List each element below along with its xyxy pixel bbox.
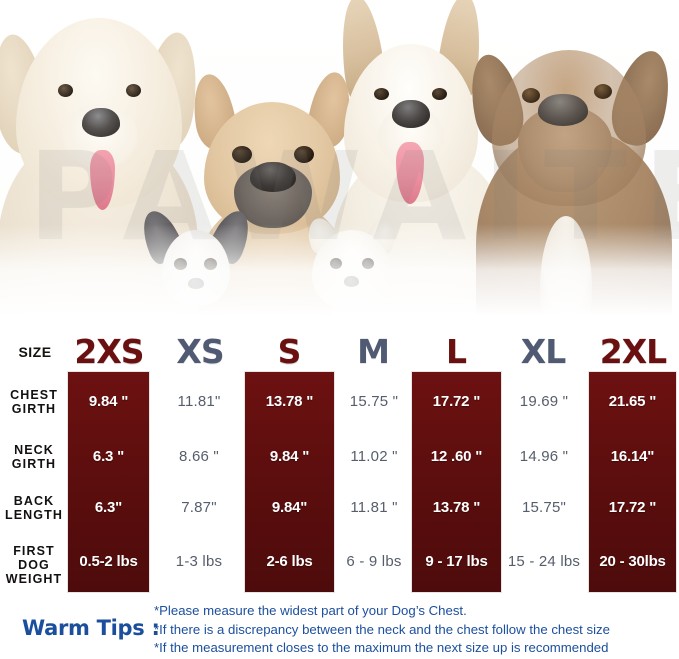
cane-corso-eye-right xyxy=(594,84,612,99)
size-header-2xs: 2XS xyxy=(74,331,144,371)
cane-corso-nose xyxy=(538,94,588,126)
row-label-first-dog-weight-line-2: DOG xyxy=(18,558,50,572)
cell-back-length-xs: 7.87" xyxy=(181,498,217,516)
cell-first-dog-weight-s: 2-6 lbs xyxy=(266,552,313,570)
size-header-xl: XL xyxy=(520,331,566,371)
cell-neck-girth-xs: 8.66 " xyxy=(179,447,219,465)
row-label-back-length-line-2: LENGTH xyxy=(5,508,63,522)
cell-neck-girth-m: 11.02 " xyxy=(350,447,398,465)
golden-retriever-eye-right xyxy=(126,84,141,97)
white-shepherd-eye-right xyxy=(432,88,447,100)
cell-chest-girth-l: 17.72 " xyxy=(432,392,481,410)
warm-tips-section: Warm Tips : *Please measure the widest p… xyxy=(0,600,679,659)
row-label-chest-girth-line-2: GIRTH xyxy=(11,402,57,416)
size-header-m: M xyxy=(357,331,390,371)
cell-back-length-m: 11.81 " xyxy=(350,498,398,516)
row-label-back-length-line-1: BACK xyxy=(13,494,55,508)
cell-neck-girth-2xs: 6.3 " xyxy=(92,447,125,465)
row-label-neck-girth: NECK GIRTH xyxy=(2,431,66,483)
cell-chest-girth-m: 15.75 " xyxy=(349,392,399,410)
french-bulldog-nose xyxy=(250,162,296,192)
dog-group-photo: PAWAITE xyxy=(0,0,679,320)
warm-tips-list: *Please measure the widest part of your … xyxy=(154,602,676,658)
white-shepherd-eye-left xyxy=(374,88,389,100)
cell-chest-girth-2xs: 9.84 " xyxy=(88,392,129,410)
size-header-s: S xyxy=(277,331,302,371)
cell-neck-girth-2xl: 16.14" xyxy=(610,447,655,465)
row-label-first-dog-weight: FIRST DOG WEIGHT xyxy=(2,536,66,594)
row-label-first-dog-weight-line-1: FIRST xyxy=(13,544,55,558)
cell-chest-girth-xl: 19.69 " xyxy=(519,392,569,410)
golden-retriever-nose xyxy=(82,108,120,137)
row-label-neck-girth-line-2: GIRTH xyxy=(11,457,57,471)
size-header-2xl: 2XL xyxy=(599,331,667,371)
cell-neck-girth-l: 12 .60 " xyxy=(430,447,483,465)
cane-corso-eye-left xyxy=(522,88,540,103)
cell-neck-girth-xl: 14.96 " xyxy=(519,447,569,465)
row-label-first-dog-weight-line-3: WEIGHT xyxy=(5,572,63,586)
cell-first-dog-weight-xl: 15 - 24 lbs xyxy=(507,552,581,570)
highlight-column-l xyxy=(412,372,501,592)
row-label-neck-girth-line-1: NECK xyxy=(14,443,54,457)
cell-chest-girth-2xl: 21.65 " xyxy=(608,392,657,410)
cell-back-length-s: 9.84" xyxy=(271,498,308,516)
cell-back-length-l: 13.78 " xyxy=(432,498,481,516)
cell-chest-girth-s: 13.78 " xyxy=(265,392,314,410)
cell-first-dog-weight-m: 6 - 9 lbs xyxy=(346,552,402,570)
highlight-column-s xyxy=(245,372,334,592)
warm-tips-line-3: *If the measurement closes to the maximu… xyxy=(154,640,609,655)
row-label-chest-girth: CHEST GIRTH xyxy=(2,376,66,428)
size-table: SIZE 2XS XS S M L XL 2XL CHEST GIRTH 9.8… xyxy=(0,320,679,600)
cell-back-length-xl: 15.75" xyxy=(521,498,567,516)
warm-tips-line-2: *If there is a discrepancy between the n… xyxy=(154,621,610,637)
golden-retriever-eye-left xyxy=(58,84,73,97)
cell-back-length-2xs: 6.3" xyxy=(94,498,123,516)
cell-chest-girth-xs: 11.81" xyxy=(177,392,221,410)
size-header-xs: XS xyxy=(176,331,224,371)
warm-tips-line-1: *Please measure the widest part of your … xyxy=(154,603,467,618)
highlight-column-2xl xyxy=(589,372,676,592)
size-header-l: L xyxy=(445,331,467,371)
white-shepherd-nose xyxy=(392,100,430,128)
french-bulldog-eye-left xyxy=(232,146,252,163)
cell-first-dog-weight-l: 9 - 17 lbs xyxy=(425,552,488,570)
cell-first-dog-weight-xs: 1-3 lbs xyxy=(175,552,223,570)
golden-retriever xyxy=(0,0,206,320)
cell-back-length-2xl: 17.72 " xyxy=(608,498,657,516)
cell-first-dog-weight-2xl: 20 - 30lbs xyxy=(599,552,666,570)
warm-tips-title: Warm Tips : xyxy=(22,616,160,640)
highlight-column-2xs xyxy=(68,372,149,592)
cell-first-dog-weight-2xs: 0.5-2 lbs xyxy=(79,552,138,570)
row-label-size: SIZE xyxy=(18,344,52,361)
french-bulldog-eye-right xyxy=(294,146,314,163)
row-label-chest-girth-line-1: CHEST xyxy=(10,388,58,402)
row-label-back-length: BACK LENGTH xyxy=(2,482,66,534)
photo-bottom-fade xyxy=(0,224,679,320)
cell-neck-girth-s: 9.84 " xyxy=(269,447,310,465)
